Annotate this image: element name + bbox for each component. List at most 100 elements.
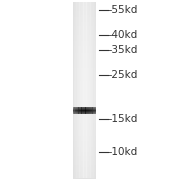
Bar <box>73 77 96 79</box>
Bar <box>73 114 96 117</box>
Bar <box>73 19 96 22</box>
Text: —55kd: —55kd <box>102 5 138 15</box>
Bar <box>73 139 96 141</box>
Bar <box>73 2 96 4</box>
Bar <box>73 134 96 137</box>
Bar <box>73 70 96 73</box>
Bar <box>86 107 87 114</box>
Bar <box>91 107 92 114</box>
Bar <box>92 107 93 114</box>
Bar <box>80 107 81 114</box>
Bar <box>73 143 96 145</box>
Bar <box>91 2 92 178</box>
Bar <box>90 107 91 114</box>
Bar <box>77 107 78 114</box>
Bar <box>73 55 96 57</box>
Bar <box>73 24 96 26</box>
Bar <box>94 107 95 114</box>
Bar <box>73 110 96 112</box>
Bar <box>73 53 96 55</box>
Bar <box>73 57 96 60</box>
Bar <box>84 107 85 114</box>
Bar <box>73 154 96 157</box>
Bar <box>73 174 96 176</box>
Bar <box>73 48 96 51</box>
Bar <box>73 28 96 31</box>
Bar <box>73 50 96 53</box>
Text: —10kd: —10kd <box>102 147 138 157</box>
Bar <box>73 99 96 101</box>
Bar <box>73 37 96 40</box>
Bar <box>73 81 96 84</box>
Bar <box>85 107 86 114</box>
Bar <box>73 8 96 11</box>
Bar <box>73 136 96 139</box>
Bar <box>73 2 74 178</box>
Bar <box>73 158 96 161</box>
Bar <box>73 141 96 143</box>
Bar <box>73 42 96 44</box>
Bar <box>73 103 96 106</box>
Bar <box>87 107 88 114</box>
Bar <box>73 112 96 113</box>
Text: —40kd: —40kd <box>102 30 138 40</box>
Bar <box>73 156 96 159</box>
Bar <box>73 92 96 95</box>
Bar <box>78 2 79 178</box>
Bar <box>73 30 96 33</box>
Bar <box>82 2 83 178</box>
Bar <box>73 161 96 163</box>
Bar <box>73 15 96 18</box>
Bar <box>93 2 94 178</box>
Bar <box>73 61 96 64</box>
Bar <box>73 172 96 174</box>
Bar <box>73 97 96 99</box>
Bar <box>76 2 77 178</box>
Bar <box>73 130 96 132</box>
Bar <box>93 2 94 178</box>
Bar <box>73 110 96 111</box>
Bar <box>73 107 96 108</box>
Bar <box>75 107 76 114</box>
Bar <box>86 2 87 178</box>
Bar <box>73 109 96 110</box>
Bar <box>73 113 96 114</box>
Bar <box>73 94 96 97</box>
Bar <box>73 44 96 46</box>
Bar <box>75 2 76 178</box>
Bar <box>79 2 80 178</box>
Bar <box>73 46 96 48</box>
Text: —35kd: —35kd <box>102 44 138 55</box>
Bar <box>73 113 96 114</box>
Bar <box>80 2 81 178</box>
Bar <box>73 127 96 130</box>
Bar <box>92 107 93 114</box>
Text: —15kd: —15kd <box>102 114 138 124</box>
Bar <box>73 17 96 20</box>
Bar <box>74 2 75 178</box>
Bar <box>73 105 96 108</box>
Bar <box>73 169 96 172</box>
Bar <box>73 90 96 93</box>
Bar <box>73 116 96 119</box>
Bar <box>88 107 89 114</box>
Bar <box>83 107 84 114</box>
Bar <box>90 2 91 178</box>
Bar <box>73 33 96 35</box>
Bar <box>73 59 96 62</box>
Bar <box>73 108 96 110</box>
Bar <box>73 101 96 104</box>
Bar <box>81 107 82 114</box>
Bar <box>73 123 96 126</box>
Bar <box>73 11 96 13</box>
Bar <box>76 107 77 114</box>
Bar <box>73 107 74 114</box>
Bar <box>73 86 96 88</box>
Bar <box>73 13 96 15</box>
Bar <box>73 163 96 165</box>
Bar <box>73 119 96 121</box>
Bar <box>73 72 96 75</box>
Bar <box>73 22 96 24</box>
Bar <box>87 2 88 178</box>
Bar <box>73 125 96 128</box>
